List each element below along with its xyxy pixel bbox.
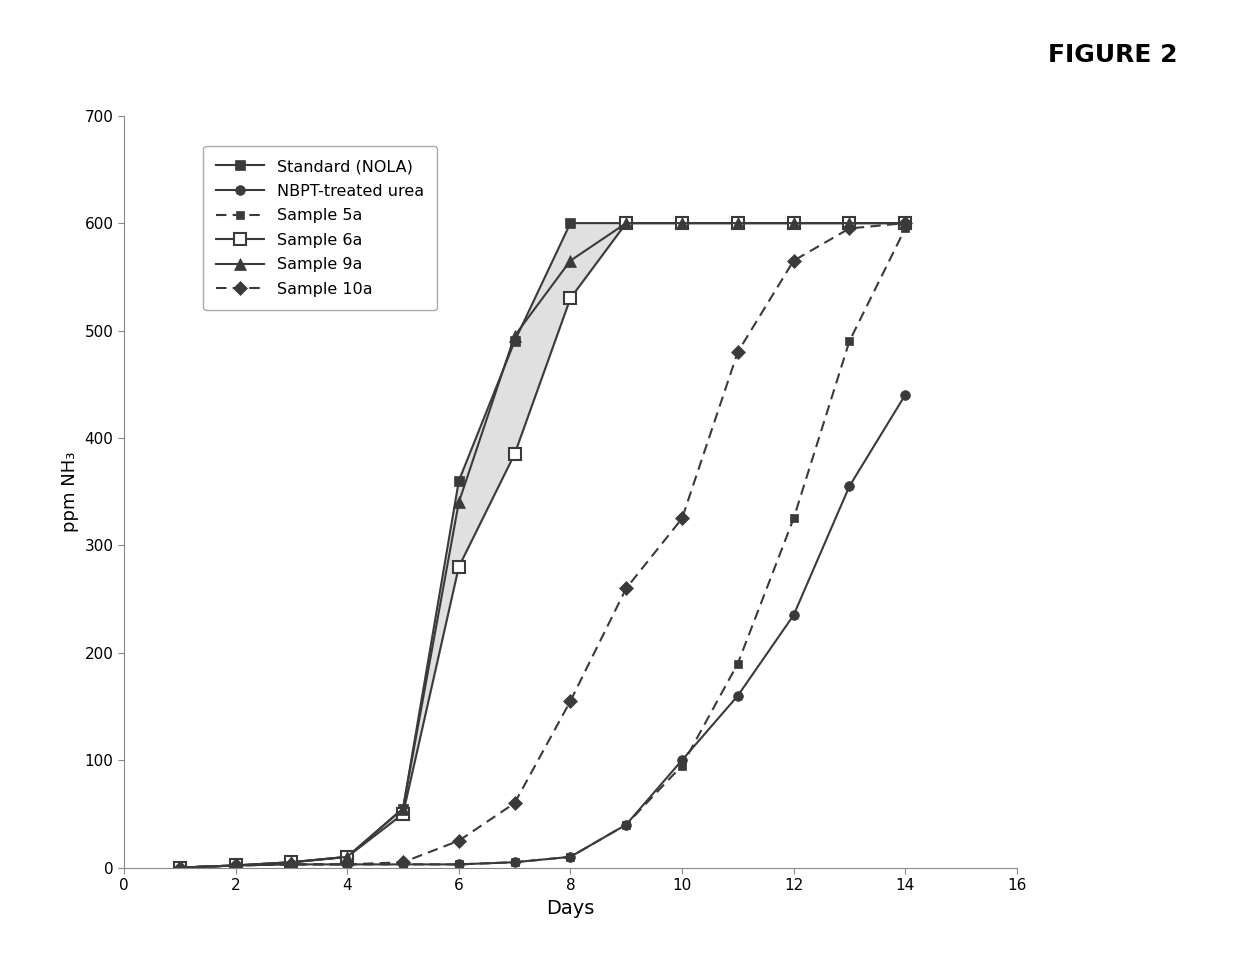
Sample 5a xyxy=(396,859,410,870)
Text: FIGURE 2: FIGURE 2 xyxy=(1048,43,1177,67)
Sample 9a xyxy=(619,217,634,228)
Sample 10a xyxy=(786,254,801,266)
Sample 6a xyxy=(396,808,410,819)
NBPT-treated urea xyxy=(284,859,299,870)
Sample 6a xyxy=(507,448,522,460)
Line: NBPT-treated urea: NBPT-treated urea xyxy=(175,390,910,872)
Standard (NOLA) xyxy=(507,335,522,347)
Sample 10a xyxy=(619,582,634,594)
Sample 10a xyxy=(563,695,578,707)
Sample 10a xyxy=(228,860,243,871)
Sample 5a xyxy=(172,862,187,873)
Sample 5a xyxy=(340,859,355,870)
Standard (NOLA) xyxy=(563,217,578,228)
Sample 6a xyxy=(730,217,745,228)
NBPT-treated urea xyxy=(172,862,187,873)
NBPT-treated urea xyxy=(507,856,522,868)
NBPT-treated urea xyxy=(451,859,466,870)
Sample 9a xyxy=(842,217,857,228)
Sample 6a xyxy=(786,217,801,228)
Sample 6a xyxy=(842,217,857,228)
Sample 5a xyxy=(563,851,578,863)
Sample 9a xyxy=(451,496,466,508)
Sample 9a xyxy=(675,217,689,228)
Sample 9a xyxy=(563,254,578,266)
Sample 6a xyxy=(284,856,299,868)
Sample 5a xyxy=(730,657,745,669)
Sample 9a xyxy=(898,217,913,228)
Standard (NOLA) xyxy=(396,803,410,815)
NBPT-treated urea xyxy=(563,851,578,863)
Sample 6a xyxy=(563,292,578,304)
Standard (NOLA) xyxy=(451,475,466,487)
X-axis label: Days: Days xyxy=(546,898,595,918)
Line: Sample 6a: Sample 6a xyxy=(175,218,910,873)
NBPT-treated urea xyxy=(842,480,857,492)
NBPT-treated urea xyxy=(730,690,745,702)
Sample 10a xyxy=(675,513,689,524)
NBPT-treated urea xyxy=(228,860,243,871)
Y-axis label: ppm NH₃: ppm NH₃ xyxy=(61,451,79,532)
Sample 5a xyxy=(842,335,857,347)
Sample 5a xyxy=(786,513,801,524)
Standard (NOLA) xyxy=(619,217,634,228)
Line: Standard (NOLA): Standard (NOLA) xyxy=(175,218,910,872)
Sample 10a xyxy=(898,217,913,228)
Sample 5a xyxy=(898,223,913,234)
Sample 5a xyxy=(675,760,689,771)
NBPT-treated urea xyxy=(340,859,355,870)
Standard (NOLA) xyxy=(898,217,913,228)
Sample 10a xyxy=(172,862,187,873)
Sample 10a xyxy=(284,859,299,870)
Legend: Standard (NOLA), NBPT-treated urea, Sample 5a, Sample 6a, Sample 9a, Sample 10a: Standard (NOLA), NBPT-treated urea, Samp… xyxy=(203,147,436,309)
Sample 10a xyxy=(507,797,522,809)
Sample 9a xyxy=(340,851,355,863)
Sample 6a xyxy=(451,561,466,573)
Standard (NOLA) xyxy=(786,217,801,228)
Sample 5a xyxy=(284,859,299,870)
Sample 9a xyxy=(284,856,299,868)
NBPT-treated urea xyxy=(675,755,689,766)
Sample 10a xyxy=(842,223,857,234)
Sample 10a xyxy=(730,346,745,358)
Standard (NOLA) xyxy=(842,217,857,228)
Line: Sample 5a: Sample 5a xyxy=(176,225,909,871)
Standard (NOLA) xyxy=(675,217,689,228)
Line: Sample 10a: Sample 10a xyxy=(175,218,910,872)
Sample 6a xyxy=(675,217,689,228)
Sample 9a xyxy=(786,217,801,228)
Sample 9a xyxy=(507,330,522,341)
Sample 6a xyxy=(228,860,243,871)
Sample 6a xyxy=(898,217,913,228)
Sample 5a xyxy=(451,859,466,870)
NBPT-treated urea xyxy=(396,859,410,870)
Sample 9a xyxy=(396,803,410,815)
Standard (NOLA) xyxy=(730,217,745,228)
NBPT-treated urea xyxy=(898,389,913,401)
Sample 10a xyxy=(396,856,410,868)
NBPT-treated urea xyxy=(786,609,801,621)
Sample 9a xyxy=(730,217,745,228)
Standard (NOLA) xyxy=(172,862,187,873)
Sample 10a xyxy=(451,835,466,846)
Standard (NOLA) xyxy=(284,856,299,868)
Line: Sample 9a: Sample 9a xyxy=(175,218,910,873)
NBPT-treated urea xyxy=(619,818,634,830)
Sample 5a xyxy=(619,818,634,830)
Sample 5a xyxy=(228,860,243,871)
Standard (NOLA) xyxy=(340,851,355,863)
Sample 6a xyxy=(340,851,355,863)
Standard (NOLA) xyxy=(228,860,243,871)
Sample 6a xyxy=(172,862,187,873)
Sample 9a xyxy=(228,860,243,871)
Sample 10a xyxy=(340,859,355,870)
Sample 9a xyxy=(172,862,187,873)
Sample 5a xyxy=(507,856,522,868)
Sample 6a xyxy=(619,217,634,228)
